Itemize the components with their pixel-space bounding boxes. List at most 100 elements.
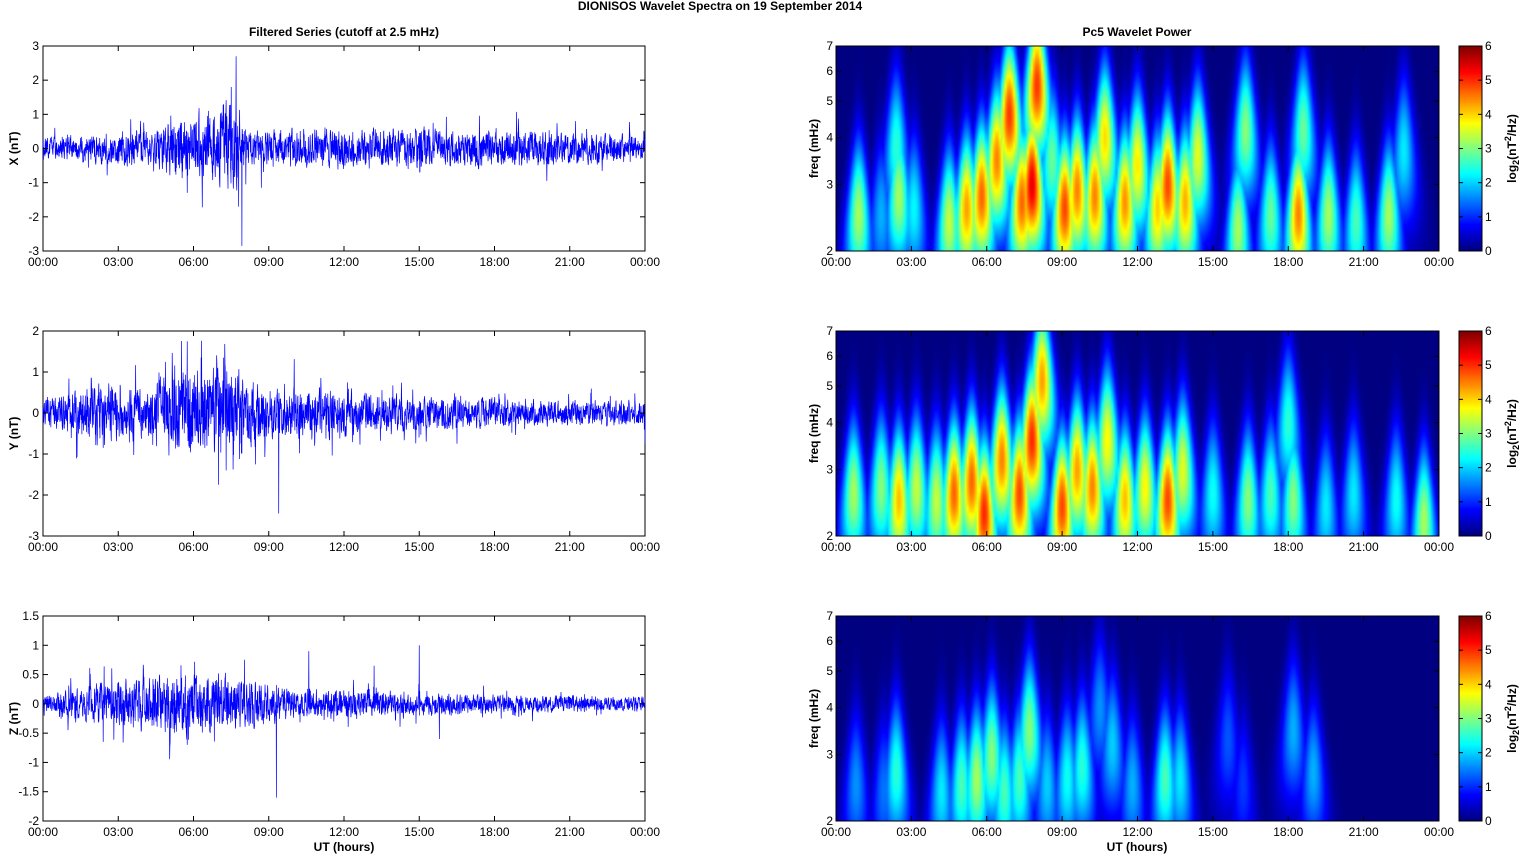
y-tick-label: 0 [32,697,39,711]
y-tick-label: 2 [826,244,833,258]
x-tick-label: 21:00 [555,540,585,554]
left-xlabel: UT (hours) [314,840,375,854]
series-line-layer [42,56,646,246]
wavelet-heatmap [836,46,1439,251]
colorbar [1459,616,1482,821]
wavelet-panel-y: 00:00 03:00 06:00 09:00 12:00 15:00 18:00 21:00… [807,324,1521,554]
y-tick-label: -3 [28,529,39,543]
y-tick-label: 2 [826,814,833,828]
x-tick-label: 12:00 [1122,540,1152,554]
series-panel-z: 00:00 03:00 06:00 09:00 12:00 15:00 18:00 21:00… [7,609,660,839]
x-tick-label: 00:00 [821,255,851,269]
colorbar-tick-label: 1 [1485,210,1492,224]
wavelet-heatmap [836,331,1439,536]
x-tick-label: 15:00 [1198,825,1228,839]
x-tick-label: 12:00 [329,540,359,554]
colorbar-tick-label: 4 [1485,107,1492,121]
y-tick-label: 3 [826,463,833,477]
y-tick-label: 1 [32,365,39,379]
x-tick-label: 03:00 [896,825,926,839]
y-tick-label: -1 [28,176,39,190]
figure-title: DIONISOS Wavelet Spectra on 19 September… [578,0,863,13]
colorbar [1459,331,1482,536]
x-tick-label: 06:00 [178,540,208,554]
colorbar-label: log2(nT2/Hz) [1503,114,1521,183]
colorbar-tick-label: 5 [1485,73,1492,87]
x-tick-label: 00:00 [1424,825,1454,839]
x-tick-label: 09:00 [1047,255,1077,269]
x-tick-label: 15:00 [404,825,434,839]
y-tick-label: 3 [826,178,833,192]
colorbar-tick-label: 6 [1485,609,1492,623]
x-tick-label: 18:00 [1273,540,1303,554]
series-line [42,340,646,514]
colorbar-tick-label: 3 [1485,427,1492,441]
ylabel-freq: freq (mHz) [807,404,821,463]
colorbar-tick-label: 0 [1485,244,1492,258]
series-panel-x: 00:00 03:00 06:00 09:00 12:00 15:00 18:00 21:00… [7,39,660,269]
axes-box [42,330,646,537]
tick-layer: 00:00 03:00 06:00 09:00 12:00 15:00 18:00 21:00… [18,609,660,839]
x-tick-label: 15:00 [1198,540,1228,554]
y-tick-label: 6 [826,634,833,648]
colorbar-tick-label: 2 [1485,461,1492,475]
y-tick-label: -0.5 [18,726,39,740]
x-tick-label: 15:00 [404,540,434,554]
x-tick-label: 00:00 [1424,540,1454,554]
x-tick-label: 00:00 [630,255,660,269]
x-tick-label: 21:00 [1349,825,1379,839]
x-tick-label: 00:00 [630,825,660,839]
y-tick-label: 0 [32,406,39,420]
y-tick-label: 0.5 [22,668,39,682]
x-tick-label: 18:00 [1273,825,1303,839]
x-tick-label: 09:00 [254,825,284,839]
colorbar-tick-label: 3 [1485,712,1492,726]
y-tick-label: 1 [32,638,39,652]
y-tick-label: 1.5 [22,609,39,623]
colorbar-tick-label: 5 [1485,643,1492,657]
x-tick-label: 00:00 [28,540,58,554]
y-tick-label: -2 [28,814,39,828]
x-tick-label: 21:00 [555,255,585,269]
x-tick-label: 03:00 [103,825,133,839]
ylabel-x: X (nT) [7,132,21,166]
x-tick-label: 12:00 [1122,255,1152,269]
x-tick-label: 15:00 [404,255,434,269]
series-line-layer [42,645,646,798]
colorbar-ticks: 6 5 4 3 2 1 0 [1459,39,1492,258]
x-tick-label: 15:00 [1198,255,1228,269]
x-tick-label: 00:00 [821,540,851,554]
left-column-title: Filtered Series (cutoff at 2.5 mHz) [249,25,439,39]
x-tick-label: 06:00 [972,540,1002,554]
x-tick-label: 00:00 [1424,255,1454,269]
colorbar-tick-label: 4 [1485,392,1492,406]
x-tick-label: 06:00 [178,825,208,839]
y-tick-label: 3 [826,748,833,762]
colorbar-tick-label: 0 [1485,814,1492,828]
x-tick-label: 00:00 [630,540,660,554]
x-tick-label: 00:00 [821,825,851,839]
colorbar-tick-label: 4 [1485,677,1492,691]
y-tick-label: -3 [28,244,39,258]
colorbar-tick-label: 2 [1485,746,1492,760]
colorbar-ticks: 6 5 4 3 2 1 0 [1459,609,1492,828]
series-line [42,645,646,798]
colorbar-tick-label: 3 [1485,142,1492,156]
x-tick-label: 03:00 [103,540,133,554]
right-column-title: Pc5 Wavelet Power [1083,25,1192,39]
tick-layer: 00:00 03:00 06:00 09:00 12:00 15:00 18:00 21:00… [821,39,1454,269]
x-tick-label: 09:00 [1047,540,1077,554]
colorbar-tick-label: 1 [1485,495,1492,509]
y-tick-label: 6 [826,64,833,78]
x-tick-label: 06:00 [972,255,1002,269]
x-tick-label: 21:00 [1349,255,1379,269]
ylabel-freq: freq (mHz) [807,689,821,748]
y-tick-label: 6 [826,349,833,363]
y-tick-label: 4 [826,131,833,145]
colorbar-label: log2(nT2/Hz) [1503,399,1521,468]
x-tick-label: 12:00 [1122,825,1152,839]
y-tick-label: 0 [32,142,39,156]
y-tick-label: -2 [28,210,39,224]
x-tick-label: 12:00 [329,255,359,269]
